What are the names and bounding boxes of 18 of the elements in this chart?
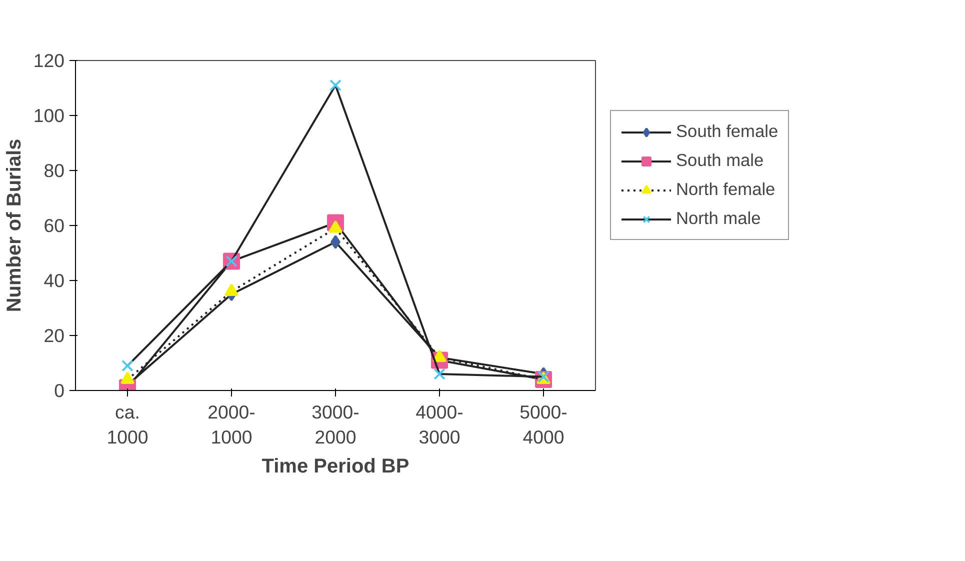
legend-label: South female <box>676 121 778 142</box>
legend-label: North male <box>676 208 761 229</box>
y-tick-label: 40 <box>44 270 65 291</box>
y-axis-title: Number of Burials <box>3 138 26 312</box>
x-tick-label: ca. 1000 <box>106 402 148 448</box>
legend-label: North female <box>676 179 776 200</box>
x-tick-label: 5000-4000 <box>520 402 568 448</box>
x-tick-label: 4000-3000 <box>416 402 464 448</box>
legend-label: South male <box>676 150 764 171</box>
y-tick-label: 120 <box>33 50 65 71</box>
x-axis-title: Time Period BP <box>262 456 410 478</box>
y-tick-label: 60 <box>44 215 65 236</box>
x-tick-label: 3000-2000 <box>312 402 360 448</box>
x-tick-label: 2000-1000 <box>208 402 256 448</box>
y-tick-label: 0 <box>54 380 65 401</box>
y-tick-label: 80 <box>44 160 65 181</box>
y-tick-label: 100 <box>33 105 65 126</box>
y-tick-label: 20 <box>44 325 65 346</box>
